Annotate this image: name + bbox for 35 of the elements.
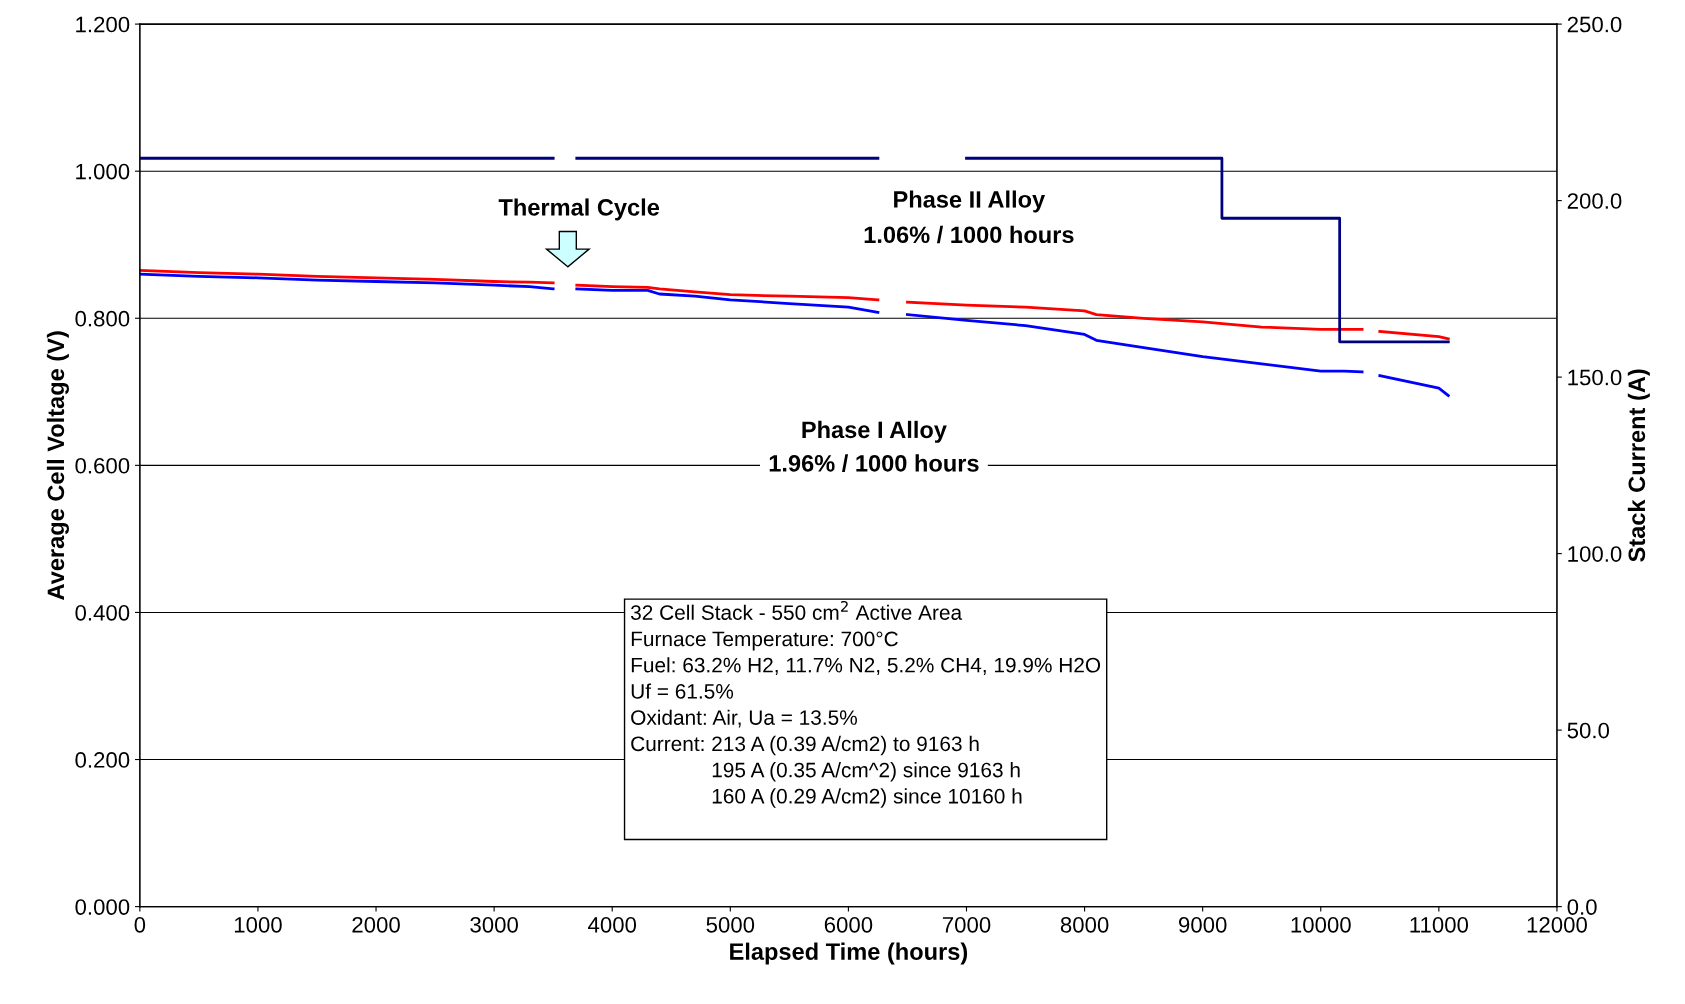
x-tick-label: 12000 xyxy=(1527,916,1587,933)
x-tick-label: 7000 xyxy=(942,916,991,933)
y2-tick-label: 250.0 xyxy=(1567,16,1622,33)
x-tick-label: 3000 xyxy=(470,916,518,933)
annotation: Phase I Alloy xyxy=(802,420,947,443)
y2-tick-label: 0.0 xyxy=(1567,899,1597,915)
y-axis-title: Average Cell Voltage (V) xyxy=(46,331,69,600)
y2-axis-title: Stack Current (A) xyxy=(1627,369,1650,562)
y-tick-label: 1.200 xyxy=(76,16,130,33)
annotation: 1.96% / 1000 hours xyxy=(769,454,979,472)
x-tick-label: 2000 xyxy=(352,916,400,933)
y-tick-label: 0.600 xyxy=(75,457,130,474)
text: 32 Cell Stack - 550 cm$^{2}$ Active Area Furnace Temperature: 700°C Fuel: 63.2% H2, 11.7% N2, 5.2% CH4, 19.9% H2O Uf = 61.5% Oxidant: Air, Ua = 13.5% Current: 213 A (0.39 A/cm2) to 9163 h 195 A (0.35 A/cm^2) since 9163 h 160 A (0.29 A/cm2) since 10160 h xyxy=(630,600,1101,808)
y-tick-label: 1.000 xyxy=(76,163,130,180)
annotation: Phase II Alloy xyxy=(894,190,1046,213)
x-tick-label: 5000 xyxy=(706,916,755,933)
y-tick-label: 0.000 xyxy=(75,899,130,915)
x-tick-label: 8000 xyxy=(1060,916,1109,933)
y2-tick-label: 200.0 xyxy=(1567,193,1622,209)
x-tick-label: 9000 xyxy=(1179,916,1227,933)
x-tick-label: 6000 xyxy=(824,916,873,933)
x-tick-label: 4000 xyxy=(588,916,637,933)
x-tick-label: 11000 xyxy=(1410,916,1469,933)
y-tick-label: 0.800 xyxy=(75,310,130,327)
y2-tick-label: 50.0 xyxy=(1567,722,1610,739)
x-tick-label: 0 xyxy=(134,916,146,933)
y2-tick-label: 150.0 xyxy=(1568,369,1622,386)
y2-tick-label: 100.0 xyxy=(1568,546,1622,562)
x-tick-label: 1000 xyxy=(234,916,282,933)
annotation: 1.06% / 1000 hours xyxy=(864,225,1074,244)
x-axis-title: Elapsed Time (hours) xyxy=(730,942,968,965)
y-tick-label: 0.400 xyxy=(75,604,130,621)
annotation: Thermal Cycle xyxy=(498,198,660,221)
y-tick-label: 0.200 xyxy=(75,752,130,768)
x-tick-label: 10000 xyxy=(1291,916,1351,933)
